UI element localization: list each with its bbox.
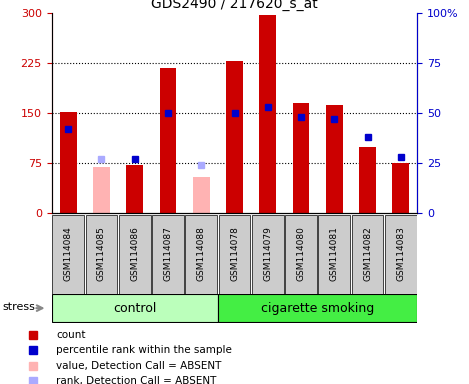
FancyBboxPatch shape [252,215,284,294]
Title: GDS2490 / 217620_s_at: GDS2490 / 217620_s_at [151,0,318,11]
Text: percentile rank within the sample: percentile rank within the sample [56,345,232,355]
Text: GSM114083: GSM114083 [396,226,405,281]
Text: stress: stress [3,302,36,312]
Bar [93,167,110,213]
Text: count: count [56,330,86,340]
Bar [159,68,176,213]
Bar [60,112,76,213]
Bar [259,15,276,213]
FancyBboxPatch shape [185,215,217,294]
Bar [359,147,376,213]
FancyBboxPatch shape [352,215,384,294]
FancyBboxPatch shape [52,295,218,322]
FancyBboxPatch shape [219,215,250,294]
Text: cigarette smoking: cigarette smoking [261,302,374,314]
FancyBboxPatch shape [385,215,417,294]
FancyBboxPatch shape [152,215,184,294]
FancyBboxPatch shape [85,215,117,294]
Text: GSM114086: GSM114086 [130,226,139,281]
Bar [193,177,210,213]
Text: GSM114078: GSM114078 [230,226,239,281]
Text: GSM114080: GSM114080 [296,226,305,281]
Text: GSM114085: GSM114085 [97,226,106,281]
FancyBboxPatch shape [218,295,417,322]
Text: GSM114082: GSM114082 [363,226,372,281]
FancyBboxPatch shape [318,215,350,294]
Bar [127,165,143,213]
FancyBboxPatch shape [285,215,317,294]
Text: rank, Detection Call = ABSENT: rank, Detection Call = ABSENT [56,376,217,384]
FancyBboxPatch shape [119,215,151,294]
Text: GSM114084: GSM114084 [64,226,73,281]
Text: GSM114081: GSM114081 [330,226,339,281]
Text: value, Detection Call = ABSENT: value, Detection Call = ABSENT [56,361,222,371]
FancyBboxPatch shape [52,215,84,294]
Bar [393,162,409,213]
Bar [226,61,243,213]
Text: GSM114087: GSM114087 [164,226,173,281]
Text: GSM114088: GSM114088 [197,226,206,281]
Bar [293,103,310,213]
Text: control: control [113,302,157,314]
Bar [326,104,342,213]
Text: GSM114079: GSM114079 [263,226,272,281]
